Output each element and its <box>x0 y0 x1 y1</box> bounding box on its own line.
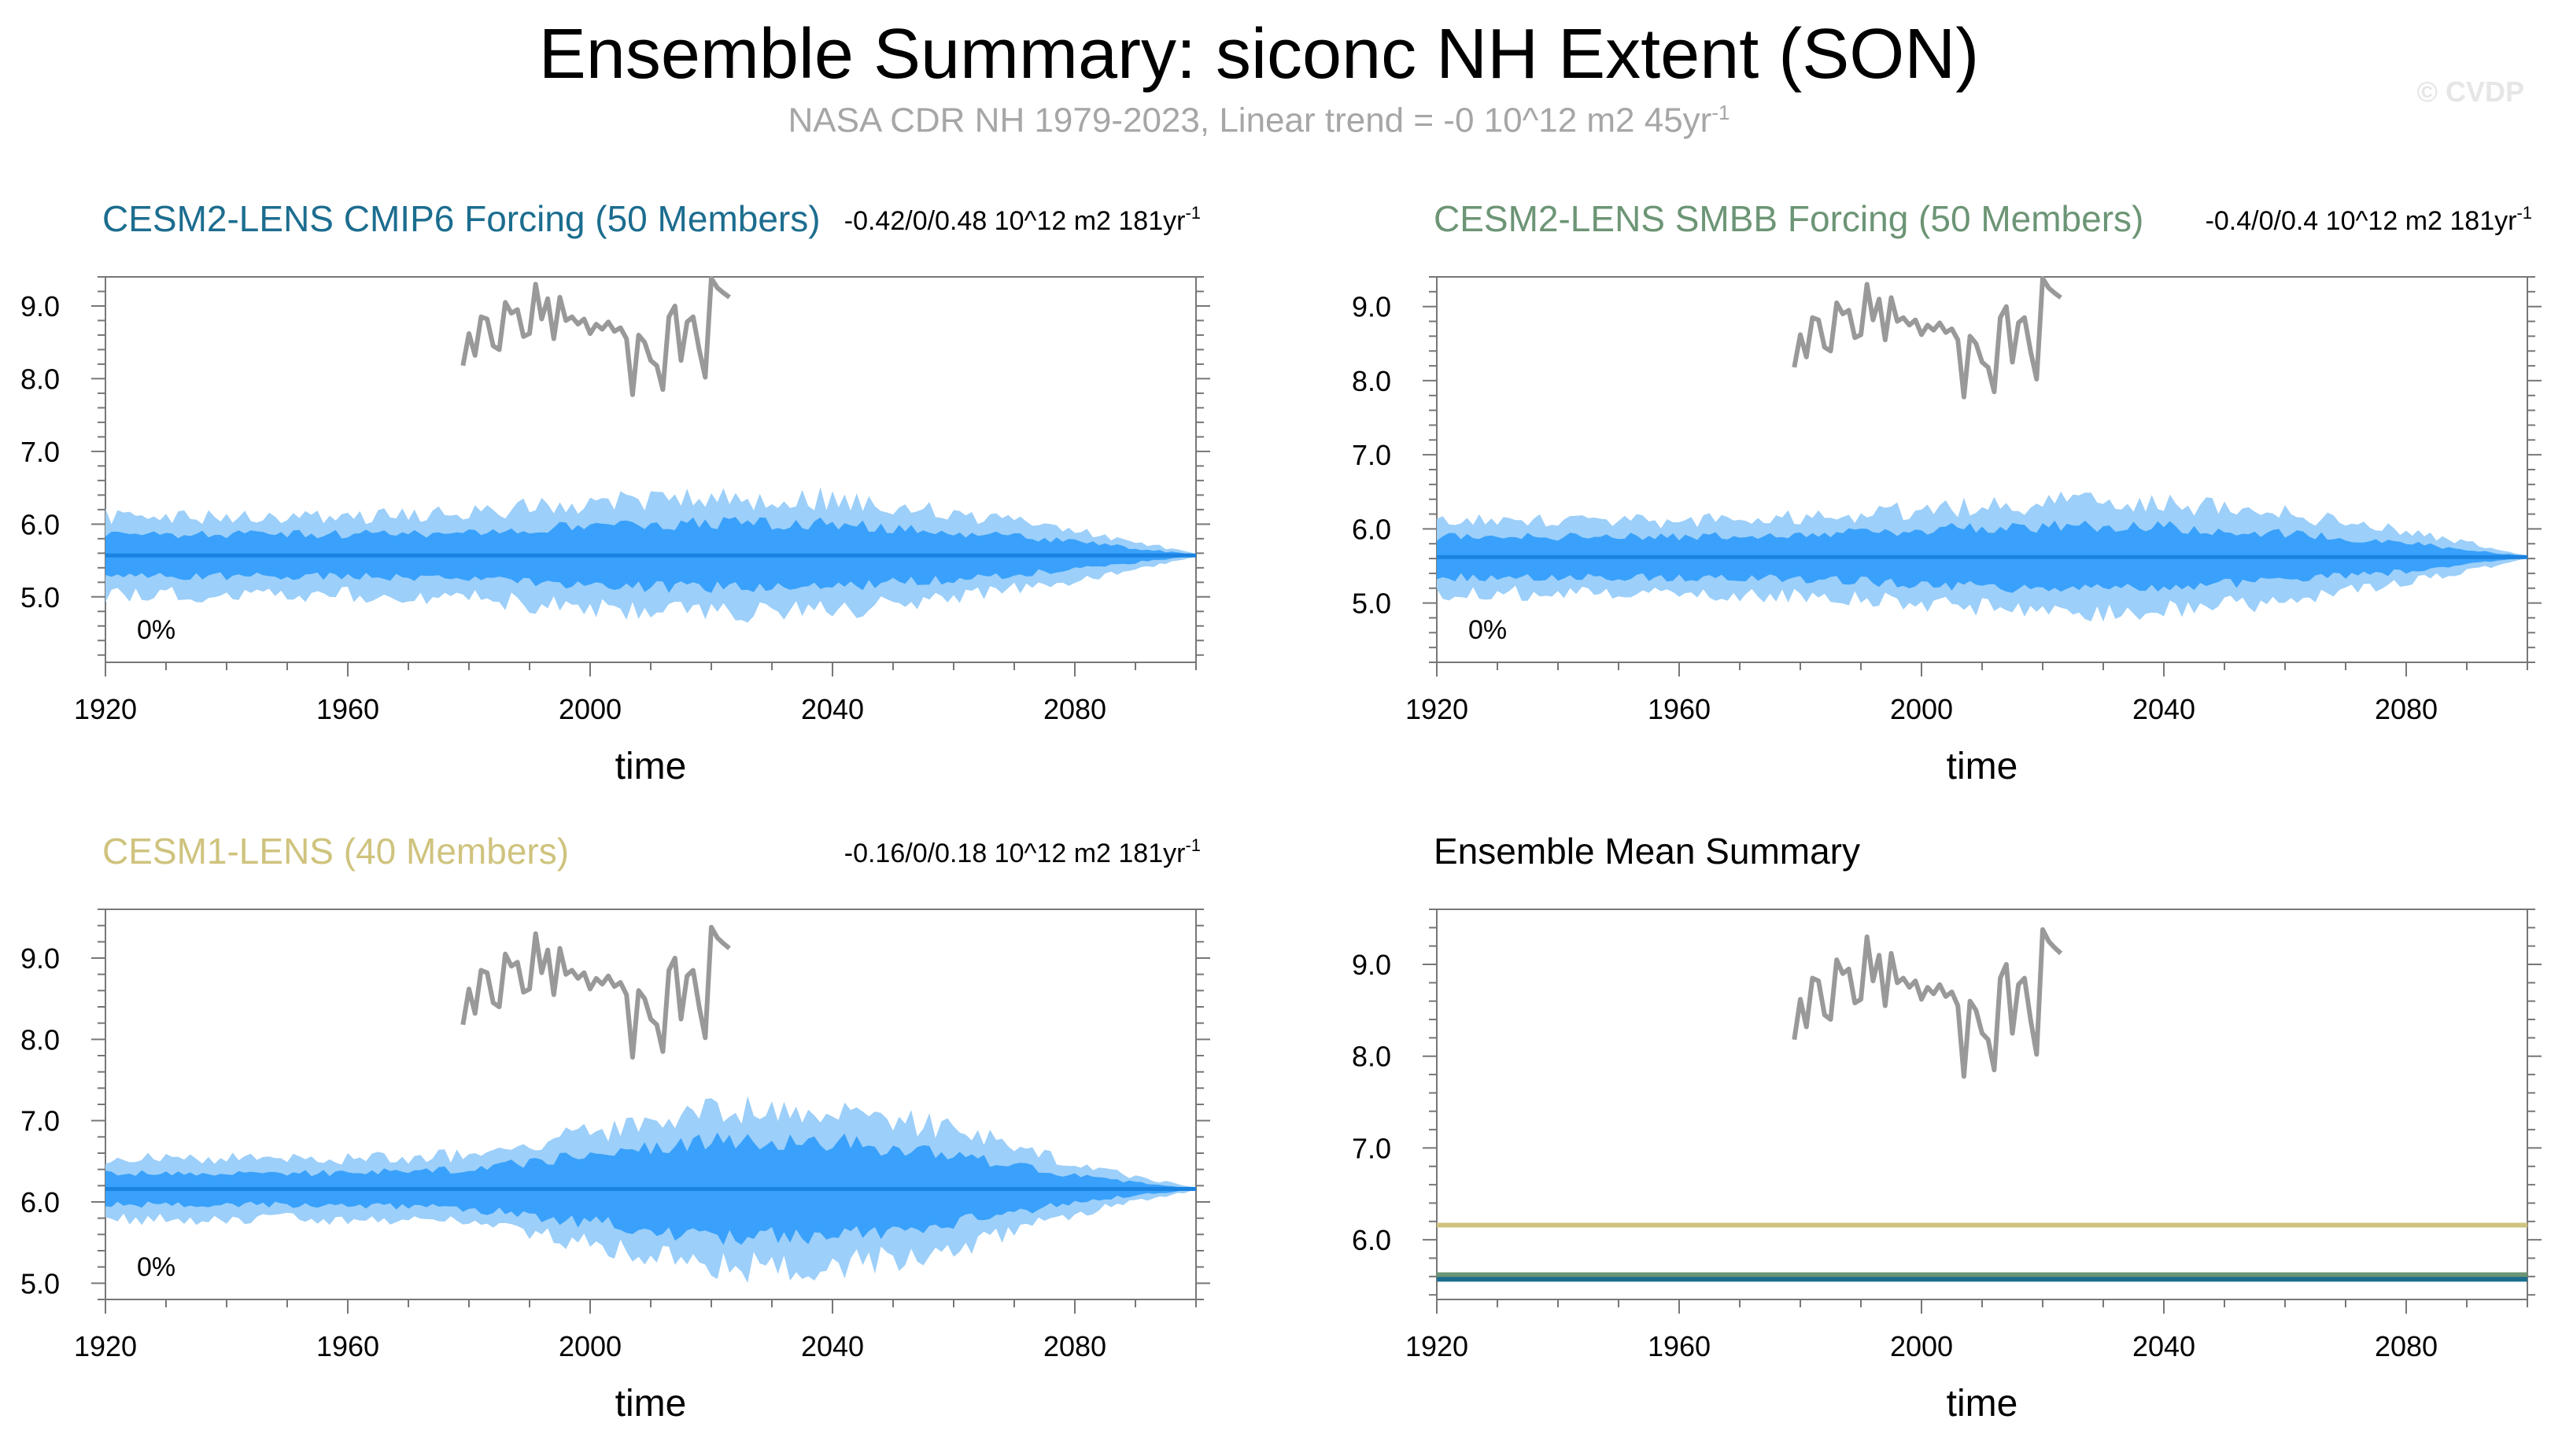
x-tick-label: 2000 <box>1890 1330 1953 1362</box>
subtitle-text: NASA CDR NH 1979-2023, Linear trend = -0… <box>788 101 1712 140</box>
x-tick-label: 2040 <box>801 693 864 725</box>
plot-frame <box>1436 909 2528 1300</box>
panel-title: CESM1-LENS (40 Members) <box>102 831 569 872</box>
panel-title: CESM2-LENS CMIP6 Forcing (50 Members) <box>102 198 821 239</box>
y-tick-label: 5.0 <box>20 581 60 614</box>
x-axis-label: time <box>615 1383 687 1425</box>
x-tick-label: 1960 <box>316 1330 379 1362</box>
trend-exponent: -1 <box>2516 203 2532 223</box>
y-tick-label: 5.0 <box>1352 588 1391 620</box>
page-subtitle: NASA CDR NH 1979-2023, Linear trend = -0… <box>0 101 2518 141</box>
x-tick-label: 2040 <box>2132 1330 2195 1362</box>
cvdp-watermark: © CVDP <box>2416 76 2524 108</box>
y-tick-label: 7.0 <box>1352 1132 1391 1164</box>
observations-line <box>460 924 731 1060</box>
trend-text: -0.4/0/0.4 10^12 m2 181yr <box>2206 206 2517 236</box>
trend-annotation: -0.16/0/0.18 10^12 m2 181yr-1 <box>844 835 1201 868</box>
trend-text: -0.16/0/0.18 10^12 m2 181yr <box>844 839 1186 868</box>
y-tick-label: 9.0 <box>20 290 60 323</box>
y-tick-label: 7.0 <box>1352 439 1391 471</box>
x-tick-label: 2040 <box>801 1330 864 1362</box>
x-tick-label: 1920 <box>1405 693 1468 725</box>
observations-line <box>460 275 731 397</box>
page-title: Ensemble Summary: siconc NH Extent (SON) <box>538 15 1980 94</box>
trend-exponent: -1 <box>1185 203 1201 223</box>
observations-line <box>1792 275 2062 400</box>
x-tick-label: 2000 <box>1890 693 1953 725</box>
x-tick-label: 1920 <box>1405 1330 1468 1362</box>
trend-annotation: -0.4/0/0.4 10^12 m2 181yr-1 <box>2206 203 2532 236</box>
percent-label: 0% <box>1468 615 1507 645</box>
y-tick-label: 9.0 <box>20 942 60 975</box>
chart-panel-4: 6.0 7.0 8.0 9.0 1920 1960 2000 2040 2080 time Ense… <box>1352 831 2542 1425</box>
x-tick-label: 2080 <box>1043 1330 1106 1362</box>
chart-panel-1: 0% 5.0 6.0 7.0 8.0 9.0 1920 1960 2000 2040 2080 tim… <box>20 198 1210 787</box>
x-axis-label: time <box>1947 1383 2018 1425</box>
observations-line <box>1792 927 2063 1079</box>
y-tick-label: 8.0 <box>20 1023 60 1056</box>
percent-label: 0% <box>137 1252 175 1282</box>
plot-frame <box>1436 276 2528 663</box>
y-tick-label: 8.0 <box>1352 365 1391 397</box>
x-tick-label: 1920 <box>74 1330 137 1362</box>
y-tick-label: 7.0 <box>20 1105 60 1137</box>
y-tick-label: 6.0 <box>20 1186 60 1218</box>
x-axis-label: time <box>615 746 687 787</box>
x-axis-label: time <box>1947 746 2018 787</box>
x-tick-label: 1960 <box>1648 693 1711 725</box>
x-tick-label: 2000 <box>559 693 622 725</box>
percent-label: 0% <box>137 615 175 645</box>
y-tick-label: 5.0 <box>20 1267 60 1299</box>
x-tick-label: 1960 <box>316 693 379 725</box>
y-tick-label: 8.0 <box>20 363 60 395</box>
panel-title: Ensemble Mean Summary <box>1434 831 1860 872</box>
y-tick-label: 9.0 <box>1352 949 1391 981</box>
trend-text: -0.42/0/0.48 10^12 m2 181yr <box>844 206 1186 236</box>
y-tick-label: 7.0 <box>20 436 60 468</box>
x-tick-label: 1960 <box>1648 1330 1711 1362</box>
x-tick-label: 2080 <box>2375 1330 2438 1362</box>
y-tick-label: 8.0 <box>1352 1041 1391 1073</box>
y-tick-label: 6.0 <box>1352 1224 1391 1256</box>
y-tick-label: 6.0 <box>1352 513 1391 545</box>
y-tick-label: 6.0 <box>20 508 60 540</box>
y-tick-label: 9.0 <box>1352 291 1391 323</box>
chart-panel-2: 0% 5.0 6.0 7.0 8.0 9.0 1920 1960 2000 2040 2080 tim… <box>1352 198 2542 787</box>
trend-exponent: -1 <box>1185 835 1201 855</box>
chart-panel-3: 0% 5.0 6.0 7.0 8.0 9.0 1920 1960 2000 2040 2080 tim… <box>20 831 1210 1425</box>
x-tick-label: 2080 <box>2375 693 2438 725</box>
trend-annotation: -0.42/0/0.48 10^12 m2 181yr-1 <box>844 203 1201 236</box>
x-tick-label: 1920 <box>74 693 137 725</box>
x-tick-label: 2080 <box>1043 693 1106 725</box>
x-tick-label: 2040 <box>2132 693 2195 725</box>
panel-title: CESM2-LENS SMBB Forcing (50 Members) <box>1434 198 2143 239</box>
x-tick-label: 2000 <box>559 1330 622 1362</box>
subtitle-exponent: -1 <box>1711 101 1730 124</box>
